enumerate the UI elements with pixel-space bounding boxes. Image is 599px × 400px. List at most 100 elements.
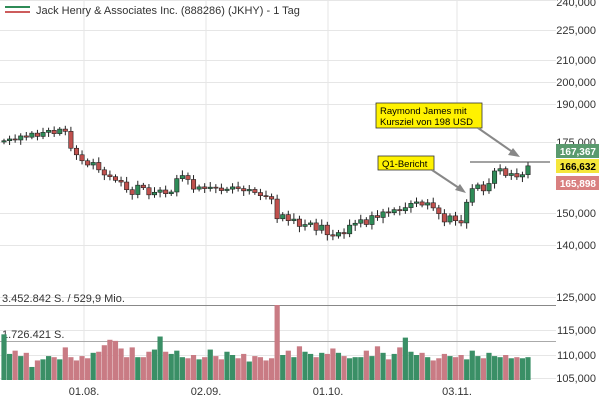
candle — [408, 200, 414, 213]
candle — [135, 180, 141, 199]
volume-bar — [118, 348, 124, 380]
candle — [57, 127, 63, 136]
candle-body — [129, 189, 135, 195]
candle-body — [374, 215, 380, 218]
annotation-raymond-arrowhead — [508, 148, 520, 157]
volume-bar — [79, 356, 85, 380]
candle-body — [514, 173, 520, 178]
volume-max-label: 3.452.842 S. / 529,9 Mio. — [2, 293, 125, 305]
candle — [302, 219, 308, 231]
volume-bar — [257, 357, 264, 380]
volume-bar — [229, 355, 236, 380]
volume-bar — [363, 350, 369, 380]
volume-bar — [163, 351, 169, 380]
volume-bar — [503, 355, 509, 380]
volume-bar — [341, 356, 347, 380]
volume-bar — [124, 357, 130, 380]
candle — [296, 215, 302, 233]
volume-bar — [157, 336, 163, 380]
candle-body — [430, 202, 436, 209]
candle-body — [369, 215, 375, 225]
volume-bar — [12, 350, 18, 380]
candle-body — [347, 224, 353, 235]
volume-bar — [263, 360, 269, 380]
candle — [46, 127, 52, 137]
candle — [202, 183, 208, 193]
candle-body — [497, 168, 503, 172]
candle — [224, 186, 230, 193]
candle — [218, 183, 224, 195]
volume-bar — [57, 359, 63, 380]
candle-body — [157, 189, 163, 193]
volume-bar — [34, 360, 41, 380]
volume-bar — [425, 357, 431, 380]
candle — [324, 221, 330, 241]
volume-bar — [40, 359, 46, 380]
candle-body — [224, 188, 230, 191]
candle-body — [464, 201, 470, 224]
candle — [107, 170, 113, 181]
volume-bar — [268, 358, 275, 380]
candle — [185, 172, 191, 185]
candle-body — [397, 209, 403, 212]
candle-body — [73, 147, 79, 156]
candle-body — [436, 207, 442, 214]
candle — [514, 168, 520, 180]
candle — [263, 190, 269, 200]
candle — [246, 185, 252, 195]
candle — [29, 131, 35, 140]
volume-bar — [107, 339, 113, 380]
candle-body — [475, 184, 481, 189]
candle-body — [380, 211, 386, 218]
volume-bar — [62, 347, 68, 380]
candle-body — [185, 175, 191, 180]
candle — [1, 138, 7, 145]
candle-body — [319, 224, 325, 231]
candle — [124, 176, 130, 193]
volume-bar — [369, 356, 375, 380]
volume-bar — [280, 355, 286, 380]
candle-body — [112, 176, 118, 181]
candle-body — [29, 132, 35, 138]
volume-bar — [101, 345, 107, 380]
candle-body — [124, 181, 130, 191]
candle-body — [469, 188, 475, 203]
volume-bar — [480, 358, 487, 380]
candle-body — [324, 224, 330, 236]
volume-bar — [85, 358, 91, 380]
candle — [34, 129, 40, 141]
candle-body — [218, 187, 224, 191]
candle-body — [330, 234, 336, 237]
candle-body — [101, 169, 107, 176]
x-axis-label: 01.10. — [313, 386, 344, 398]
volume-bar — [525, 357, 531, 380]
candle — [51, 126, 57, 137]
candle — [68, 126, 74, 152]
annotation-q1-arrow — [431, 169, 463, 191]
candle-body — [419, 201, 425, 206]
candle — [73, 145, 79, 160]
volume-bar — [514, 357, 520, 380]
volume-bar — [358, 357, 364, 380]
candle — [486, 178, 492, 194]
candle — [96, 157, 102, 173]
candle — [380, 208, 386, 224]
candle — [402, 202, 408, 214]
volume-bar — [18, 356, 24, 380]
candle-body — [269, 196, 275, 200]
candle-body — [213, 186, 219, 189]
candle — [519, 171, 525, 183]
volume-bar — [196, 359, 202, 380]
candle — [146, 184, 152, 200]
candle — [157, 187, 163, 198]
volume-bar — [6, 353, 13, 380]
candle-body — [508, 173, 514, 176]
candle-body — [46, 130, 52, 133]
volume-bar — [413, 355, 420, 380]
volume-bar — [430, 360, 436, 380]
annotation-q1-text: Q1-Bericht — [382, 159, 428, 170]
candle — [453, 211, 459, 226]
candle — [441, 209, 447, 227]
candle-body — [18, 135, 24, 141]
